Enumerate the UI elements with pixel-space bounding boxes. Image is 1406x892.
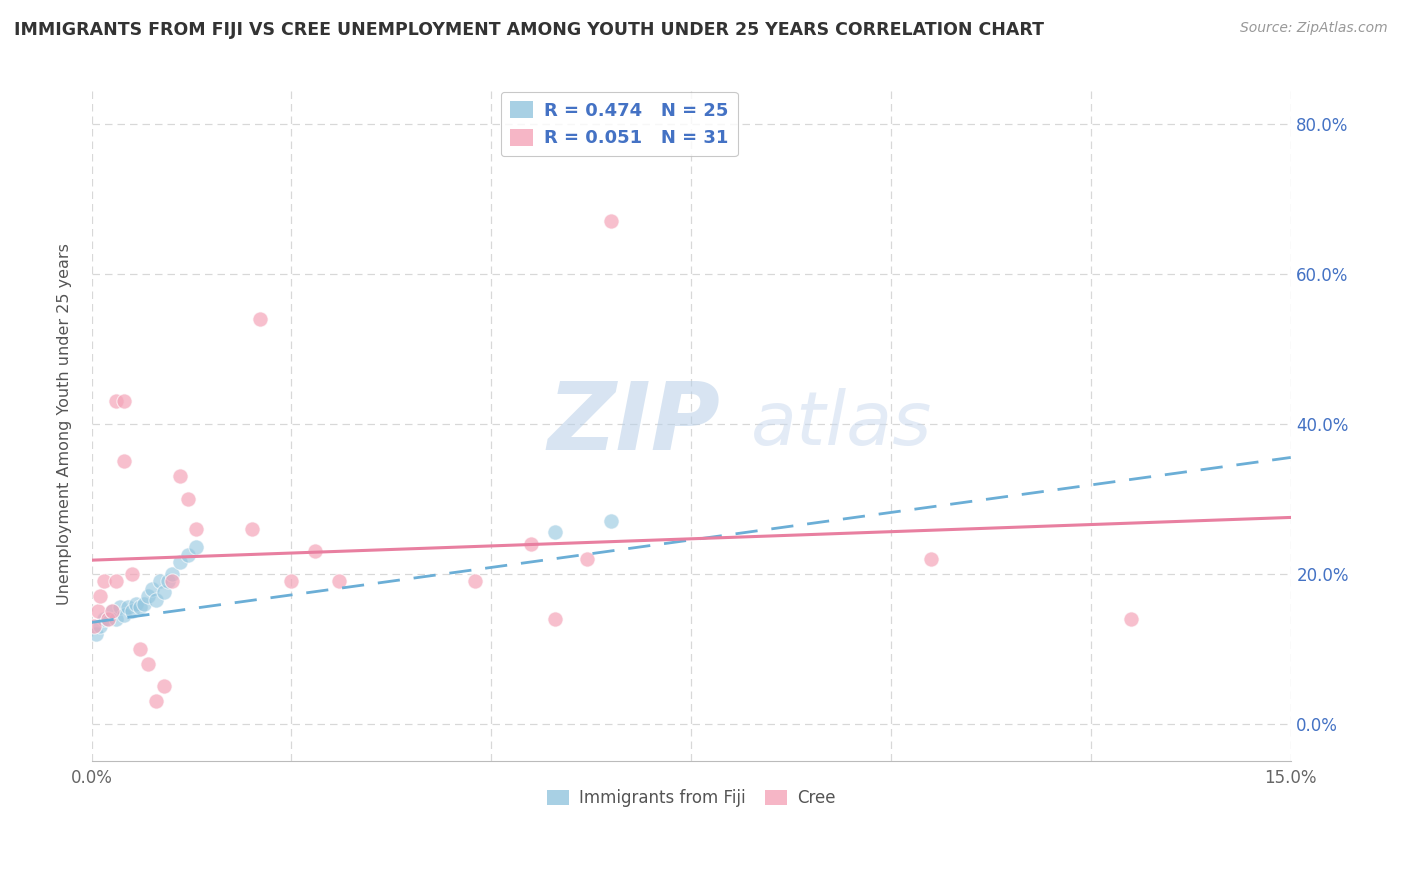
Point xyxy=(100,604,122,618)
Point xyxy=(97,612,120,626)
Point xyxy=(920,551,942,566)
Point xyxy=(97,612,120,626)
Point xyxy=(169,469,191,483)
Point xyxy=(152,585,174,599)
Point xyxy=(132,597,155,611)
Point xyxy=(184,522,207,536)
Point xyxy=(169,556,191,570)
Point xyxy=(176,548,198,562)
Point xyxy=(600,214,623,228)
Point xyxy=(104,394,127,409)
Point xyxy=(104,574,127,589)
Point xyxy=(152,679,174,693)
Point xyxy=(100,604,122,618)
Text: IMMIGRANTS FROM FIJI VS CREE UNEMPLOYMENT AMONG YOUTH UNDER 25 YEARS CORRELATION: IMMIGRANTS FROM FIJI VS CREE UNEMPLOYMEN… xyxy=(14,21,1045,38)
Text: atlas: atlas xyxy=(751,388,932,459)
Point xyxy=(184,541,207,555)
Point xyxy=(176,491,198,506)
Point xyxy=(87,604,110,618)
Point xyxy=(136,589,159,603)
Point xyxy=(148,574,170,589)
Point xyxy=(93,574,115,589)
Point xyxy=(128,641,150,656)
Point xyxy=(112,394,135,409)
Point xyxy=(240,522,263,536)
Point xyxy=(544,612,567,626)
Point xyxy=(121,604,143,618)
Point xyxy=(145,593,167,607)
Y-axis label: Unemployment Among Youth under 25 years: Unemployment Among Youth under 25 years xyxy=(58,243,72,605)
Point xyxy=(128,600,150,615)
Legend: Immigrants from Fiji, Cree: Immigrants from Fiji, Cree xyxy=(540,782,842,814)
Point xyxy=(83,619,105,633)
Text: Source: ZipAtlas.com: Source: ZipAtlas.com xyxy=(1240,21,1388,35)
Point xyxy=(141,582,163,596)
Point xyxy=(108,600,131,615)
Point xyxy=(89,619,111,633)
Point xyxy=(89,589,111,603)
Point xyxy=(160,574,183,589)
Text: ZIP: ZIP xyxy=(547,377,720,470)
Point xyxy=(304,544,326,558)
Point xyxy=(464,574,486,589)
Point xyxy=(112,607,135,622)
Point xyxy=(136,657,159,671)
Point xyxy=(104,612,127,626)
Point xyxy=(117,600,139,615)
Point xyxy=(544,525,567,540)
Point xyxy=(124,597,146,611)
Point xyxy=(112,454,135,468)
Point xyxy=(328,574,350,589)
Point xyxy=(84,626,107,640)
Point xyxy=(249,311,271,326)
Point xyxy=(600,514,623,528)
Point xyxy=(1119,612,1142,626)
Point xyxy=(145,694,167,708)
Point xyxy=(93,612,115,626)
Point xyxy=(520,536,543,550)
Point xyxy=(280,574,302,589)
Point xyxy=(160,566,183,581)
Point xyxy=(156,574,179,589)
Point xyxy=(576,551,599,566)
Point xyxy=(121,566,143,581)
